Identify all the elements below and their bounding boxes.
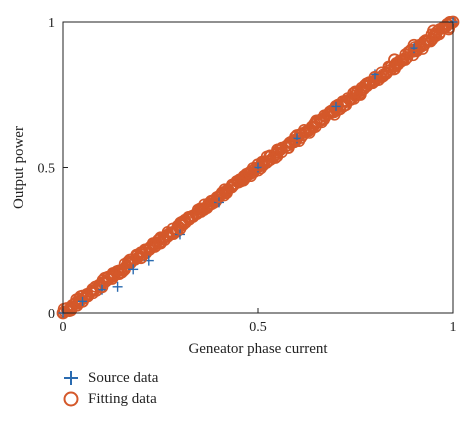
plot-marks (56, 15, 460, 320)
legend-label-fitting: Fitting data (88, 390, 157, 407)
fitting-data-point (290, 129, 304, 142)
y-tick-label: 0 (48, 307, 55, 322)
x-tick-label: 0.5 (249, 320, 267, 335)
fitting-data-point (427, 24, 440, 38)
fitting-data-point (154, 236, 167, 250)
legend-item-fitting: Fitting data (62, 389, 158, 409)
fitting-band-point (444, 17, 457, 30)
y-tick-label: 0.5 (38, 162, 56, 177)
y-axis-label: Output power (11, 126, 27, 209)
fitting-data-point (173, 222, 187, 236)
source-data-point (128, 264, 139, 275)
source-data-point (112, 281, 123, 292)
axis-ticks: 0 0.5 1 0 0.5 1 (38, 16, 457, 335)
source-data-point (77, 296, 88, 307)
source-data-point (331, 101, 341, 112)
fitting-data-point (251, 158, 265, 171)
fitting-data-point (193, 204, 206, 218)
fitting-data-point (95, 280, 109, 294)
fitting-data-point (407, 38, 421, 52)
fitting-data-point (212, 190, 226, 204)
fitting-data-point (349, 85, 362, 99)
fitting-data-point (388, 53, 401, 67)
circle-marker-icon (63, 391, 79, 407)
x-tick-label: 1 (450, 320, 457, 335)
fitting-data-point (271, 143, 284, 157)
fitting-data-point (310, 114, 323, 128)
legend-label-source: Source data (88, 369, 159, 386)
plus-marker-icon (64, 371, 78, 385)
legend: Source data Fitting data (62, 368, 158, 410)
legend-item-source: Source data (62, 368, 158, 388)
fitting-data-point (76, 294, 89, 308)
fitting-data-point (329, 99, 343, 113)
fitting-data-point (115, 265, 128, 279)
x-tick-label: 0 (60, 320, 67, 335)
fitting-data-point (368, 70, 382, 84)
fitting-data-point (232, 175, 245, 189)
y-tick-label: 1 (48, 16, 55, 31)
fitting-data-point (64, 303, 78, 317)
x-axis-label: Geneator phase current (188, 341, 328, 357)
fitting-data-point (134, 251, 148, 265)
